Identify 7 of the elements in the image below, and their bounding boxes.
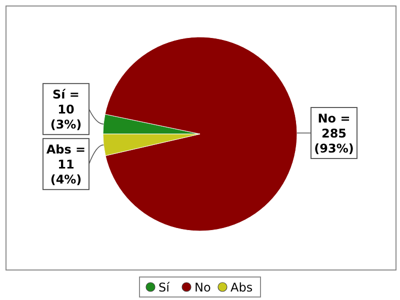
legend-label: Sí (158, 280, 170, 294)
pie-slice (104, 36, 298, 232)
legend-label: Abs (230, 280, 253, 294)
data-label: Abs = 11 (4%) (46, 142, 86, 187)
data-label: Sí = 10 (3%) (50, 88, 82, 132)
data-label: No = 285 (93%) (314, 112, 354, 156)
legend-label: No (194, 280, 211, 294)
